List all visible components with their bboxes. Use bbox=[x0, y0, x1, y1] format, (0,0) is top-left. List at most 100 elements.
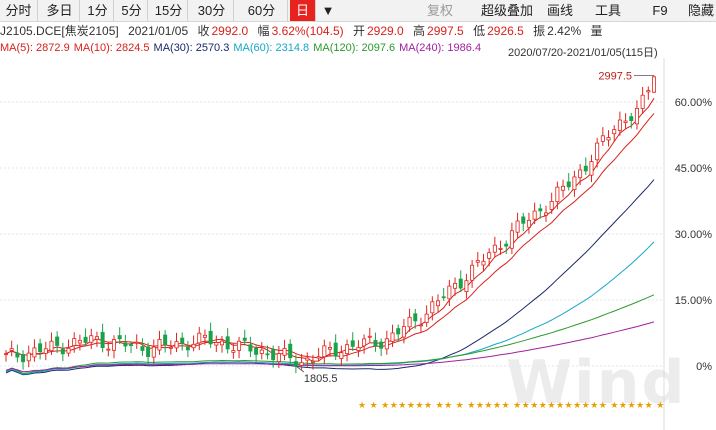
candle-body bbox=[94, 336, 99, 340]
toolbar-item[interactable]: 日 bbox=[290, 0, 316, 21]
candle-body bbox=[191, 343, 196, 349]
y-tick-label: 60.00% bbox=[675, 97, 713, 109]
candle-body bbox=[123, 342, 128, 347]
open-value: 2929.0 bbox=[366, 24, 404, 38]
candle-body bbox=[327, 347, 332, 350]
toolbar-item[interactable]: 隐藏 bbox=[687, 3, 714, 18]
candle-body bbox=[197, 332, 202, 344]
candle-body bbox=[49, 340, 54, 352]
ma5-line bbox=[5, 98, 655, 362]
candle-body bbox=[140, 346, 145, 351]
candle-body bbox=[106, 348, 111, 351]
toolbar-item[interactable]: 30分 bbox=[190, 0, 234, 21]
candle-body bbox=[578, 169, 583, 179]
candle-body bbox=[339, 352, 344, 359]
candle-body bbox=[555, 186, 560, 203]
candle-body bbox=[498, 248, 503, 250]
ma-legend: MA(5): 2872.9 MA(10): 2824.5 MA(30): 2570.… bbox=[0, 40, 716, 57]
toolbar-item[interactable]: 分时 bbox=[0, 0, 38, 21]
candle-body bbox=[316, 356, 321, 359]
candle-body bbox=[77, 339, 82, 344]
candle-body bbox=[237, 340, 242, 351]
candle-body bbox=[180, 337, 185, 344]
candle-body bbox=[89, 335, 94, 343]
candle-body bbox=[521, 216, 526, 224]
toolbar-item[interactable]: 1分 bbox=[82, 0, 114, 21]
toolbar-item[interactable]: F9 bbox=[652, 3, 668, 18]
candle-body bbox=[447, 285, 452, 300]
close-label: 收 bbox=[197, 24, 210, 38]
toolbar-item[interactable]: 画线 bbox=[546, 3, 573, 18]
candle-body bbox=[185, 347, 190, 351]
candle-body bbox=[345, 344, 350, 355]
candle-body bbox=[407, 316, 412, 328]
ma-legend-item: MA(5): 2872.9 bbox=[0, 42, 70, 54]
candle-body bbox=[231, 350, 236, 353]
amp-value: 2.42% bbox=[547, 24, 582, 38]
ma-legend-item: MA(120): 2097.6 bbox=[313, 42, 396, 54]
y-tick-label: 30.00% bbox=[675, 229, 713, 241]
candle-body bbox=[418, 324, 423, 327]
candle-body bbox=[151, 346, 156, 358]
candle-body bbox=[504, 243, 509, 247]
candle-body bbox=[600, 135, 605, 142]
ma10-line bbox=[5, 113, 655, 359]
candle-body bbox=[157, 339, 162, 351]
min-price-label: 1805.5 bbox=[304, 373, 338, 385]
candlestick-chart[interactable]: 60.00% 45.00% 30.00% 15.00% 0% 2997.5 1805.5 ★ … bbox=[0, 58, 716, 430]
candle-body bbox=[26, 352, 31, 362]
candle-body bbox=[509, 230, 514, 249]
ma-legend-item: MA(60): 2314.8 bbox=[233, 42, 310, 54]
quote-date: 2021/01/05 bbox=[128, 24, 189, 38]
high-label: 高 bbox=[413, 24, 426, 38]
candle-body bbox=[254, 347, 259, 355]
candle-body bbox=[219, 340, 224, 346]
candle-body bbox=[401, 326, 406, 338]
signal-markers: ★ ★ ★★★★★★ ★★ ★ ★★★★★ ★★★★★★★★★★★ ★★★★★ … bbox=[358, 400, 665, 410]
high-value: 2997.5 bbox=[427, 24, 464, 38]
candle-body bbox=[475, 260, 480, 263]
candle-body bbox=[4, 353, 9, 356]
candle-body bbox=[367, 335, 372, 338]
toolbar-item[interactable]: 多日 bbox=[40, 0, 80, 21]
candle-body bbox=[293, 361, 298, 367]
y-tick-label: 15.00% bbox=[675, 295, 713, 307]
candle-body bbox=[362, 338, 367, 347]
candle-body bbox=[652, 76, 657, 93]
open-label: 开 bbox=[352, 24, 365, 38]
ma240-line bbox=[5, 321, 655, 373]
toolbar-item[interactable]: ▼ bbox=[321, 3, 335, 18]
candle-body bbox=[492, 244, 497, 253]
candle-body bbox=[441, 296, 446, 299]
candle-body bbox=[214, 342, 219, 346]
candle-body bbox=[623, 120, 628, 124]
candle-body bbox=[248, 344, 253, 352]
candle-body bbox=[544, 212, 549, 216]
candle-body bbox=[413, 313, 418, 322]
candle-body bbox=[60, 348, 65, 355]
ma120-line bbox=[5, 294, 655, 374]
wind-watermark: Wind bbox=[506, 348, 687, 418]
toolbar-item[interactable]: 15分 bbox=[150, 0, 188, 21]
candle-body bbox=[163, 334, 168, 346]
candle-body bbox=[242, 337, 247, 341]
candle-body bbox=[282, 347, 287, 356]
candle-body bbox=[589, 161, 594, 176]
candle-body bbox=[612, 129, 617, 135]
toolbar-item[interactable]: 5分 bbox=[116, 0, 148, 21]
toolbar-item[interactable]: 复权 bbox=[426, 3, 453, 18]
candle-body bbox=[305, 357, 310, 361]
candle-body bbox=[66, 347, 71, 354]
candle-body bbox=[595, 142, 600, 161]
date-range: 2020/07/20-2021/01/05(115日) bbox=[508, 47, 658, 59]
candle-body bbox=[146, 346, 151, 358]
toolbar-item[interactable]: 工具 bbox=[594, 3, 621, 18]
candle-body bbox=[117, 335, 122, 340]
candle-body bbox=[288, 343, 293, 359]
candle-body bbox=[532, 210, 537, 220]
close-value: 2992.0 bbox=[211, 24, 249, 38]
toolbar-item[interactable]: 超级叠加 bbox=[480, 3, 533, 18]
toolbar-item[interactable]: 60分 bbox=[236, 0, 288, 21]
candle-body bbox=[299, 362, 304, 366]
contract-code: J2105.DCE[焦炭2105] bbox=[0, 24, 119, 38]
